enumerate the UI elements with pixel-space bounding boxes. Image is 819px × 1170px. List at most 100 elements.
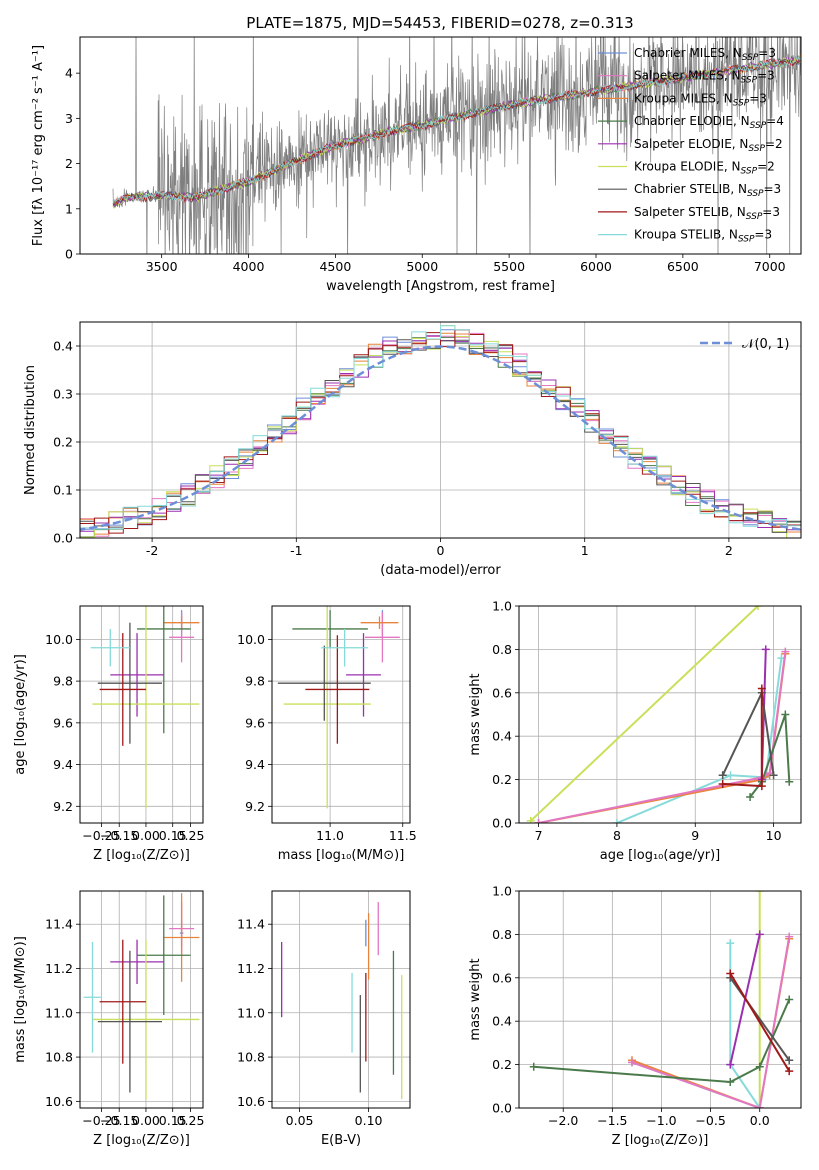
mass_vs_Z-ytick-label: 11.4	[45, 917, 73, 932]
age_vs_mass-xtick-label: 11.0	[316, 828, 344, 843]
weight-point-marker	[534, 819, 543, 823]
residuals-plot-area	[80, 325, 801, 538]
mass_vs_ebv-xtick-label: 0.05	[286, 1113, 314, 1128]
mass_vs_ebv-xlabel: E(B-V)	[321, 1133, 361, 1148]
residuals-xtick-label: 0	[437, 543, 445, 558]
spectrum-plot-area	[112, 37, 801, 254]
age_vs_mass-frame	[271, 605, 411, 824]
weight_vs_age-xtick-label: 8	[613, 828, 621, 843]
weight-point-marker	[757, 684, 766, 693]
age_vs_Z-ylabel: age [log₁₀(age/yr)]	[13, 654, 28, 775]
weight_vs_Z-ytick-label: 0.8	[492, 927, 512, 942]
weight-point-marker	[761, 645, 770, 654]
weight-point-marker	[726, 969, 735, 978]
legend-label: Kroupa STELIB, NSSP=3	[634, 228, 772, 245]
age_vs_Z-xtick-label: −0.15	[100, 828, 138, 843]
weight_vs_age-xlabel: age [log₁₀(age/yr)]	[600, 848, 721, 863]
spectrum-ytick-label: 0	[65, 247, 73, 262]
residuals-xtick-label: 2	[725, 543, 733, 558]
weight_vs_Z-xtick-label: 0.0	[750, 1113, 770, 1128]
spectrum-data-line	[112, 37, 801, 254]
residuals-ytick-label: 0.2	[53, 435, 73, 450]
weight-point-marker	[526, 816, 535, 823]
mass_vs_ebv-ytick-label: 11.0	[237, 1005, 265, 1020]
age_vs_Z-xlabel: Z [log₁₀(Z/Z⊙)]	[93, 848, 190, 863]
weight-point-marker	[785, 1067, 794, 1076]
weight-point-marker	[726, 771, 735, 780]
mass_vs_ebv-axes: 0.05 0.10 10.6 10.8 11.0 11.2 11.4 E(B-V)	[237, 891, 410, 1148]
mass_vs_Z-ytick-label: 11.0	[45, 1005, 73, 1020]
legend-label: Salpeter ELODIE, NSSP=2	[634, 137, 783, 154]
mass_vs_ebv-frame	[271, 890, 411, 1109]
spectrum-xtick-label: 6500	[667, 259, 699, 274]
spectrum-xtick-label: 3500	[146, 259, 178, 274]
residuals-xlabel: (data-model)/error	[380, 563, 501, 578]
age_vs_Z-ytick-label: 9.8	[53, 674, 73, 689]
weight-point-marker	[726, 1077, 735, 1086]
weight-point-marker	[718, 779, 727, 788]
weight_vs_age-ytick-label: 1.0	[492, 599, 512, 614]
age_vs_mass-ytick-label: 9.6	[245, 715, 265, 730]
spectrum-ylabel: Flux [fλ 10⁻¹⁷ erg cm⁻² s⁻¹ A⁻¹]	[31, 45, 46, 246]
weight-point-marker	[785, 995, 794, 1004]
mass_vs_ebv-plot-area	[281, 902, 403, 1100]
spectrum-legend: Chabrier MILES, NSSP=3 Salpeter MILES, NS…	[598, 46, 784, 245]
mass_vs_Z-xlabel: Z [log₁₀(Z/Z⊙)]	[93, 1133, 190, 1148]
spectrum-ytick-label: 2	[65, 156, 73, 171]
mass_vs_Z-xtick-label: −0.25	[82, 1113, 120, 1128]
weight-series-line	[729, 972, 791, 1072]
weight_vs_Z-frame	[518, 890, 802, 1109]
legend-label: Kroupa MILES, NSSP=3	[634, 91, 767, 108]
weight-point-marker	[785, 777, 794, 786]
age_vs_Z-xtick-label: 0.15	[159, 828, 187, 843]
weight-point-marker	[757, 782, 766, 791]
mass_vs_Z-xtick-label: 0.15	[159, 1113, 187, 1128]
spectrum-ytick-label: 3	[65, 111, 73, 126]
mass_vs_ebv-xtick-label: 0.10	[355, 1113, 383, 1128]
residuals-ytick-label: 0.4	[53, 339, 73, 354]
residuals-ylabel: Normed distribution	[23, 365, 38, 495]
weight-point-marker	[746, 792, 755, 801]
residuals-legend-label: 𝒩(0, 1)	[742, 337, 789, 352]
spectrum-xtick-label: 6000	[580, 259, 612, 274]
mass_vs_Z-xtick-label: 0.00	[132, 1113, 160, 1128]
age_vs_Z-ytick-label: 9.6	[53, 715, 73, 730]
spectrum-xtick-label: 5000	[406, 259, 438, 274]
age_vs_mass-plot-area	[277, 606, 400, 809]
legend-label: Chabrier MILES, NSSP=3	[634, 46, 776, 63]
age_vs_mass-xlabel: mass [log₁₀(M/M⊙)]	[278, 848, 405, 863]
weight-point-marker	[627, 1058, 636, 1067]
mass_vs_Z-xtick-label: −0.15	[100, 1113, 138, 1128]
residuals-ytick-label: 0.3	[53, 387, 73, 402]
residuals-ytick-label: 0.1	[53, 483, 73, 498]
residual-histogram	[80, 325, 801, 536]
mass_vs_Z-ytick-label: 10.8	[45, 1050, 73, 1065]
age_vs_Z-xtick-label: 0.00	[132, 828, 160, 843]
weight-point-marker	[769, 771, 778, 780]
weight-point-marker	[781, 710, 790, 719]
weight-series-line	[530, 606, 759, 822]
age_vs_mass-ytick-label: 9.4	[245, 757, 265, 772]
age_vs_Z-xtick-label: −0.25	[82, 828, 120, 843]
weight_vs_age-ytick-label: 0.8	[492, 642, 512, 657]
weight_vs_Z-xtick-label: −1.0	[646, 1113, 676, 1128]
mass_vs_Z-frame	[79, 890, 204, 1109]
weight_vs_age-xtick-label: 7	[535, 828, 543, 843]
weight-series-line	[616, 657, 783, 823]
age_vs_mass-axes: 11.0 11.5 9.2 9.4 9.6 9.8 10.0 mass [log₁₀(M/M⊙…	[237, 606, 417, 863]
weight_vs_Z-plot-area	[529, 891, 794, 1108]
weight-point-marker	[612, 819, 621, 823]
spectrum-ytick-label: 4	[65, 66, 73, 81]
spectrum-xtick-label: 4000	[233, 259, 265, 274]
weight_vs_Z-ylabel: mass weight	[468, 958, 483, 1040]
weight-point-marker	[755, 1104, 764, 1108]
age_vs_mass-xtick-label: 11.5	[389, 828, 417, 843]
residuals-ytick-label: 0.0	[53, 531, 73, 546]
spectrum-xtick-label: 4500	[319, 259, 351, 274]
weight_vs_Z-ytick-label: 0.2	[492, 1057, 512, 1072]
legend-label: Chabrier STELIB, NSSP=3	[634, 182, 781, 199]
weight-point-marker	[755, 930, 764, 939]
weight_vs_Z-ytick-label: 0.4	[492, 1014, 512, 1029]
spectrum-xtick-label: 7000	[754, 259, 786, 274]
weight_vs_age-xtick-label: 9	[691, 828, 699, 843]
